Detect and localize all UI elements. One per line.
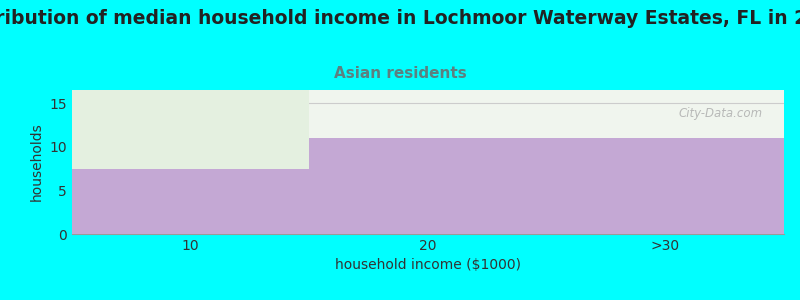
- Bar: [546, 138, 784, 234]
- Bar: [310, 138, 546, 234]
- Bar: [72, 169, 310, 234]
- Text: Asian residents: Asian residents: [334, 66, 466, 81]
- Bar: [72, 90, 310, 169]
- Text: City-Data.com: City-Data.com: [678, 107, 762, 120]
- Y-axis label: households: households: [30, 123, 44, 201]
- Text: Distribution of median household income in Lochmoor Waterway Estates, FL in 2022: Distribution of median household income …: [0, 9, 800, 28]
- X-axis label: household income ($1000): household income ($1000): [335, 258, 521, 272]
